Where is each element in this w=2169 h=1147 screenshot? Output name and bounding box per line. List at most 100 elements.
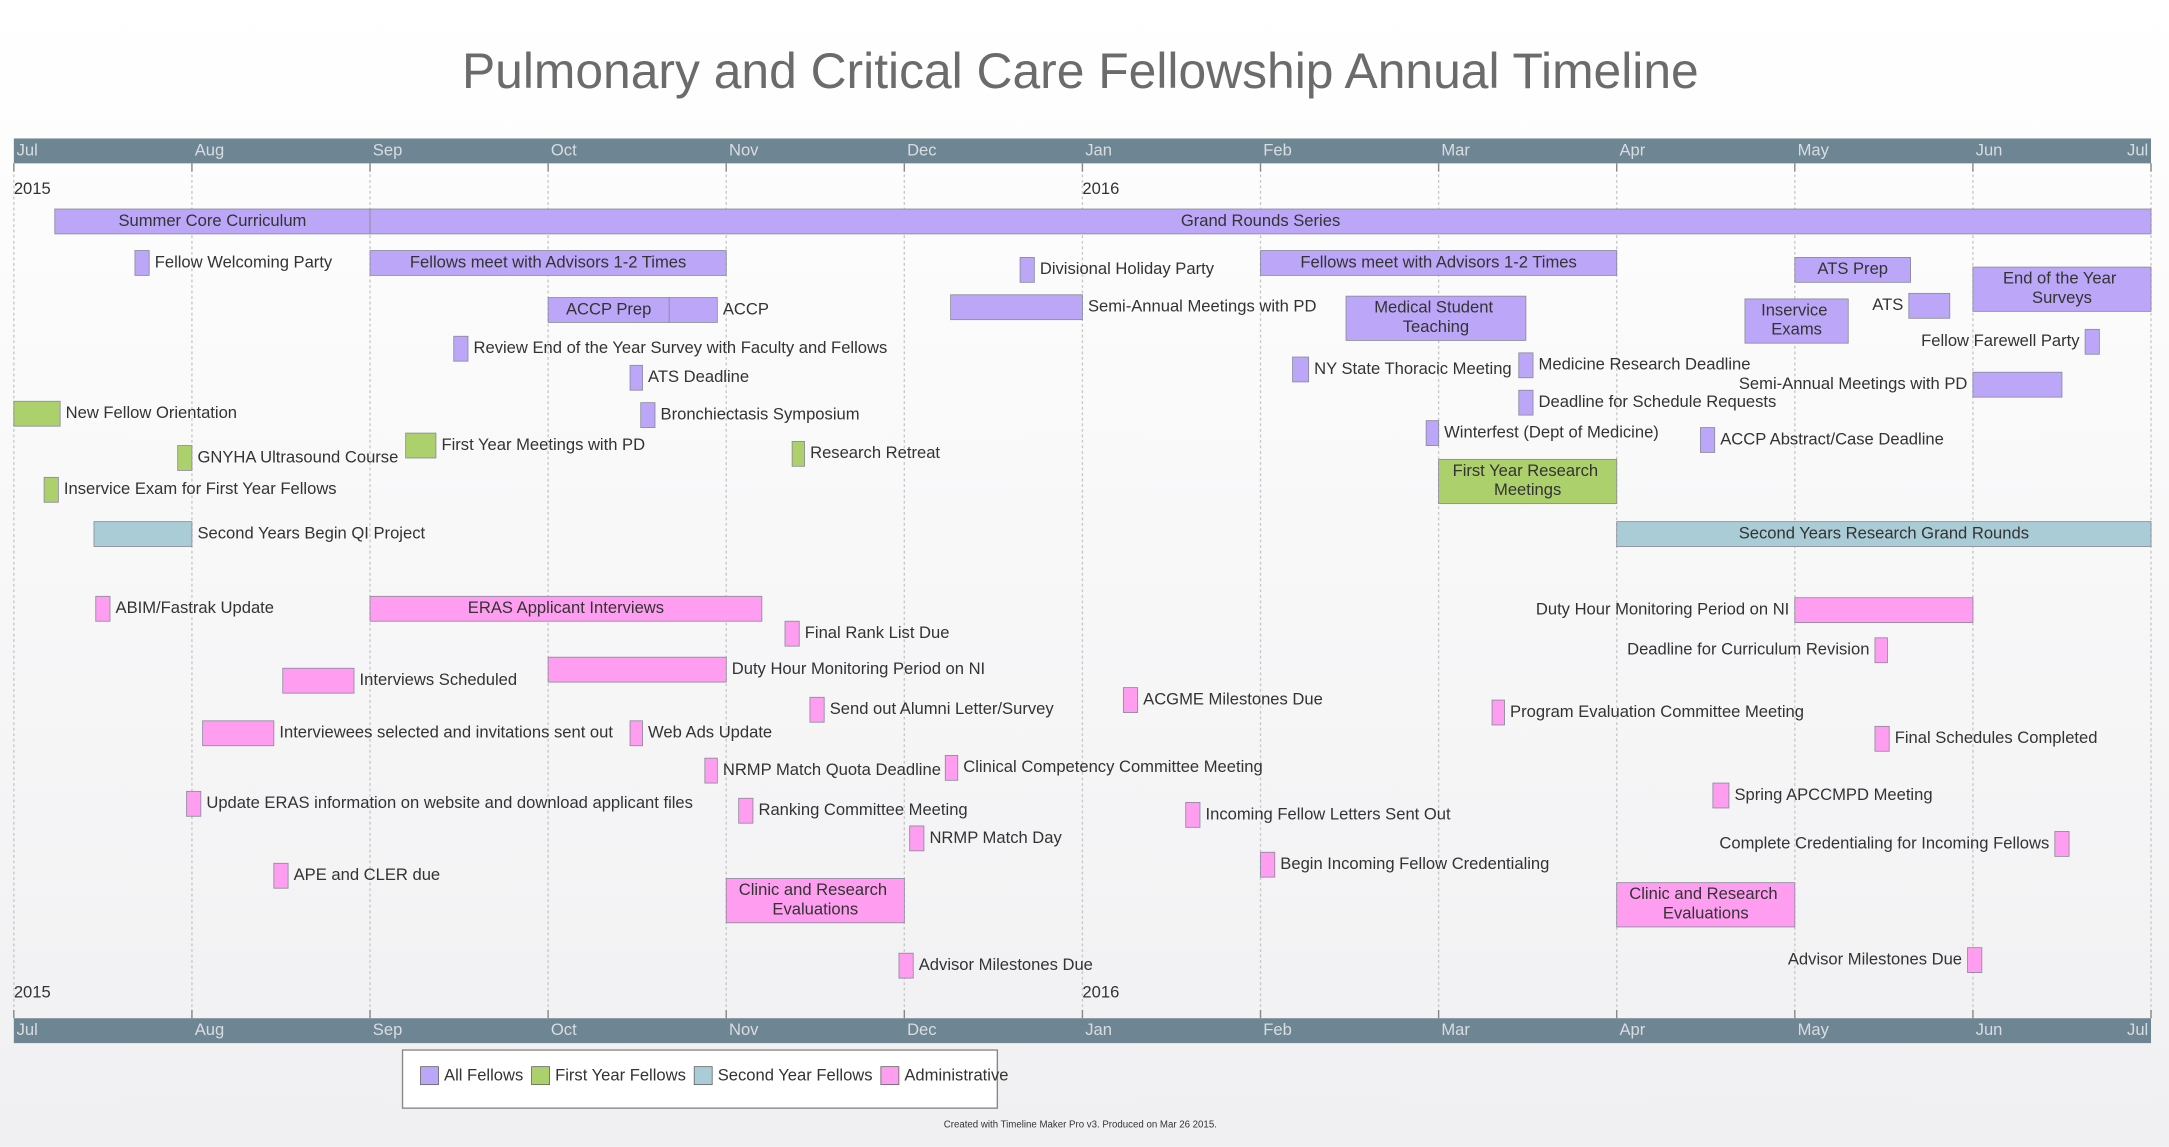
event-label: Deadline for Curriculum Revision [1627, 640, 1869, 659]
event-bar [1874, 725, 1890, 752]
event-label: Final Rank List Due [805, 623, 950, 642]
event-bar [791, 440, 806, 467]
event-label: Second Years Begin QI Project [197, 523, 425, 542]
year-label: 2015 [14, 179, 51, 198]
event-label: Deadline for Schedule Requests [1539, 392, 1777, 411]
bottom-axis-band [13, 1018, 2152, 1044]
legend-label: Second Year Fellows [718, 1066, 873, 1085]
x-tick-label: May [1798, 140, 1830, 159]
legend-label: Administrative [904, 1066, 1008, 1085]
event-bar [704, 757, 718, 784]
event-label: Ranking Committee Meeting [758, 800, 967, 819]
event-bar [1122, 687, 1139, 713]
event-bar [1019, 257, 1035, 283]
x-tick-label: Aug [195, 140, 225, 159]
event-bar [629, 720, 643, 747]
event-bar [273, 862, 289, 889]
x-tick-label: Oct [551, 1020, 577, 1039]
event-bar [1260, 851, 1276, 878]
event-label: ACCP Prep [566, 299, 651, 318]
event-bar [1967, 947, 1983, 973]
event-bar [640, 402, 656, 428]
event-bar [1425, 420, 1440, 446]
footer: Created with Timeline Maker Pro v3. Prod… [944, 1119, 1217, 1130]
event-bar [1700, 427, 1716, 453]
event-label: Final Schedules Completed [1895, 728, 2098, 747]
event-bar [13, 400, 61, 427]
event-bar [944, 754, 959, 781]
event-bar [725, 878, 905, 924]
event-bar [1491, 699, 1505, 726]
event-bar [1794, 257, 1911, 283]
x-tick-label: Jul [2127, 1020, 2148, 1039]
event-label: Semi-Annual Meetings with PD [1739, 374, 1968, 393]
event-label: ACCP [723, 299, 769, 318]
event-label: NY State Thoracic Meeting [1314, 359, 1512, 378]
event-label: Summer Core Curriculum [118, 211, 306, 230]
event-bar [1345, 295, 1527, 341]
legend-label: All Fellows [444, 1066, 523, 1085]
event-label: Divisional Holiday Party [1040, 259, 1215, 278]
event-label: First Year Research Meetings [1453, 461, 1603, 499]
event-bar [668, 297, 718, 323]
event-bar [93, 521, 193, 547]
x-tick-label: Nov [729, 140, 759, 159]
event-bar [1260, 250, 1618, 276]
event-bar [282, 667, 355, 694]
event-label: Update ERAS information on website and d… [206, 793, 693, 812]
event-bar [1518, 352, 1534, 379]
x-tick-label: Jan [1085, 140, 1112, 159]
event-label: Send out Alumni Letter/Survey [830, 699, 1055, 718]
event-bar [177, 445, 193, 471]
event-label: Inservice Exams [1761, 301, 1832, 339]
event-label: Program Evaluation Committee Meeting [1510, 702, 1804, 721]
event-label: ABIM/Fastrak Update [116, 598, 274, 617]
year-label: 2016 [1082, 983, 1119, 1002]
x-tick-label: Dec [907, 1020, 936, 1039]
event-label: Bronchiectasis Symposium [661, 404, 860, 423]
event-label: Fellows meet with Advisors 1-2 Times [1300, 252, 1576, 271]
event-bar [738, 797, 754, 824]
event-label: Begin Incoming Fellow Credentialing [1280, 854, 1549, 873]
event-bar [2054, 831, 2070, 857]
event-label: GNYHA Ultrasound Course [197, 447, 398, 466]
event-label: Web Ads Update [648, 723, 772, 742]
x-tick-label: Jun [1976, 1020, 2003, 1039]
x-tick-label: Aug [195, 1020, 225, 1039]
event-label: Clinic and Research Evaluations [739, 880, 892, 918]
top-axis-band [13, 138, 2152, 164]
event-label: End of the Year Surveys [2003, 269, 2121, 307]
event-bar [1616, 521, 2152, 547]
x-tick-label: Nov [729, 1020, 759, 1039]
event-label: Duty Hour Monitoring Period on NI [1536, 600, 1789, 619]
event-label: Fellow Farewell Party [1921, 331, 2080, 350]
event-bar [1185, 802, 1201, 828]
chart-title: Pulmonary and Critical Care Fellowship A… [462, 43, 1699, 99]
event-label: Review End of the Year Survey with Facul… [474, 338, 888, 357]
x-tick-label: Feb [1263, 1020, 1292, 1039]
x-tick-label: Jul [17, 140, 38, 159]
event-label: Semi-Annual Meetings with PD [1088, 297, 1317, 316]
x-tick-label: Sep [373, 140, 403, 159]
event-bar [547, 656, 727, 683]
event-label: Fellows meet with Advisors 1-2 Times [410, 252, 686, 271]
event-label: Interviews Scheduled [360, 670, 518, 689]
x-tick-label: Mar [1441, 1020, 1470, 1039]
event-bar [1292, 356, 1310, 383]
event-label: New Fellow Orientation [66, 403, 237, 422]
event-label: First Year Meetings with PD [441, 435, 645, 454]
event-label: Inservice Exam for First Year Fellows [64, 479, 337, 498]
event-label: Incoming Fellow Letters Sent Out [1206, 804, 1451, 823]
event-bar [898, 952, 914, 979]
year-label: 2015 [14, 983, 51, 1002]
x-tick-label: Jun [1976, 140, 2003, 159]
event-label: Duty Hour Monitoring Period on NI [732, 659, 985, 678]
x-tick-label: Apr [1619, 1020, 1645, 1039]
event-bar [1908, 292, 1951, 319]
event-bar [2084, 328, 2100, 355]
event-bar [186, 790, 202, 817]
event-bar [950, 294, 1083, 321]
event-label: NRMP Match Quota Deadline [723, 760, 941, 779]
